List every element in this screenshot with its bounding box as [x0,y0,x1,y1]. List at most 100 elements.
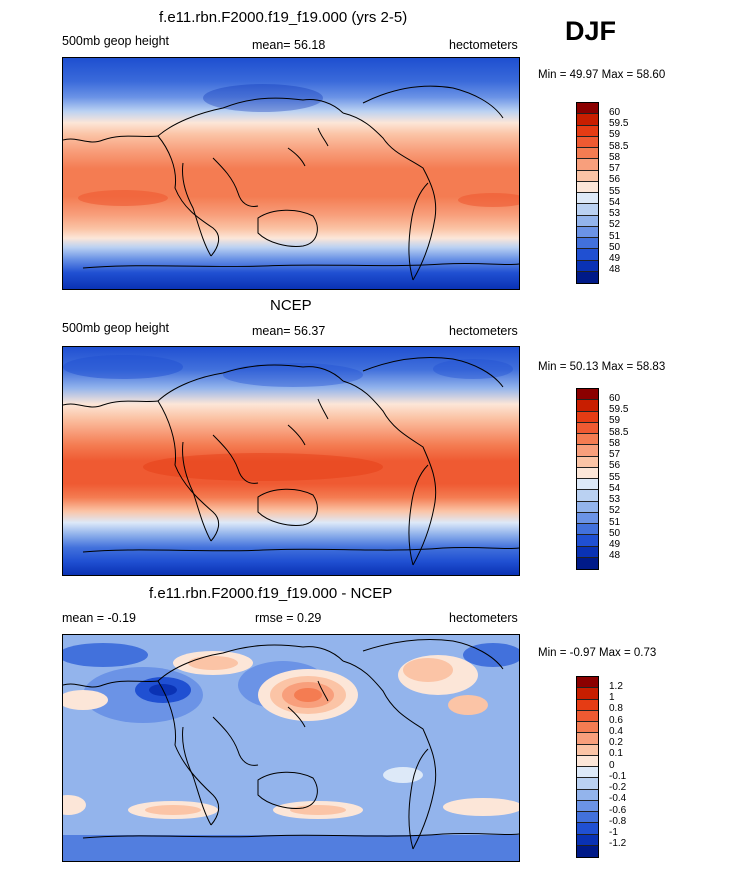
colorbar-box [577,744,598,756]
colorbar-box [577,546,598,558]
colorbar-label: 49 [609,539,621,550]
panel-2-colorbar-labels: 60 59.5 59 58.5 58 57 56 55 54 53 52 51 … [609,388,649,570]
colorbar-label: 58.5 [609,427,629,438]
colorbar-box [577,767,598,779]
colorbar-box [577,834,598,846]
colorbar-box [577,193,598,205]
colorbar-label: 56 [609,460,621,471]
colorbar-label: -0.6 [609,805,627,816]
colorbar-box [577,710,598,722]
colorbar-box [577,456,598,468]
panel-1-minmax: Min = 49.97 Max = 58.60 [538,69,666,81]
panel-3-colorbar-labels: 1.2 1 0.8 0.6 0.4 0.2 0.1 0 -0.1 -0.2 -0… [609,676,649,858]
colorbar-label: -1 [609,827,618,838]
colorbar-label: 50 [609,242,621,253]
colorbar-label: 58 [609,438,621,449]
colorbar-label: 0.6 [609,715,623,726]
colorbar-label: 58.5 [609,141,629,152]
panel-2-variable-label: 500mb geop height [62,321,170,335]
colorbar-box [577,215,598,227]
colorbar-label: 54 [609,483,621,494]
colorbar-label: 59 [609,129,621,140]
colorbar-label: 54 [609,197,621,208]
colorbar-box [577,722,598,734]
panel-3-units: hectometers [449,611,518,625]
colorbar-box [577,181,598,193]
colorbar-label: 1 [609,692,615,703]
colorbar-label: 52 [609,219,621,230]
colorbar-label: 55 [609,186,621,197]
colorbar-label: 52 [609,505,621,516]
colorbar-label: 50 [609,528,621,539]
panel-2-units: hectometers [449,324,518,338]
panel-3-minmax: Min = -0.97 Max = 0.73 [538,647,657,659]
colorbar-box [577,557,598,569]
colorbar-box [577,260,598,272]
colorbar-box [577,823,598,835]
panel-1-variable-label: 500mb geop height [62,34,170,48]
colorbar-label: 0.2 [609,737,623,748]
colorbar-label: 60 [609,107,621,118]
panel-1-mean: mean= 56.18 [252,38,326,52]
colorbar-box [577,400,598,412]
colorbar-box [577,445,598,457]
colorbar-label: 49 [609,253,621,264]
colorbar-box [577,204,598,216]
panel-3-map [62,634,520,862]
colorbar-box [577,778,598,790]
colorbar-label: 0.8 [609,703,623,714]
colorbar-box [577,490,598,502]
colorbar-label: 53 [609,494,621,505]
colorbar-box [577,434,598,446]
panel-3-colorbar [576,676,599,858]
colorbar-label: 59.5 [609,118,629,129]
panel-1-units: hectometers [449,38,518,52]
colorbar-label: -0.8 [609,816,627,827]
colorbar-label: 58 [609,152,621,163]
colorbar-label: 1.2 [609,681,623,692]
colorbar-label: -1.2 [609,838,627,849]
colorbar-box [577,845,598,857]
colorbar-box [577,103,598,115]
colorbar-box [577,789,598,801]
panel-1-colorbar-labels: 60 59.5 59 58.5 58 57 56 55 54 53 52 51 … [609,102,649,284]
colorbar-label: 57 [609,449,621,460]
season-label: DJF [565,16,617,46]
colorbar-box [577,422,598,434]
colorbar-box [577,733,598,745]
colorbar-label: 57 [609,163,621,174]
colorbar-label: 59 [609,415,621,426]
colorbar-box [577,512,598,524]
panel-2-mean: mean= 56.37 [252,324,326,338]
panel-1-title: f.e11.rbn.F2000.f19_f19.000 (yrs 2-5) [159,9,408,26]
panel-3-mean: mean = -0.19 [62,611,137,625]
colorbar-box [577,535,598,547]
colorbar-label: 55 [609,472,621,483]
colorbar-label: 51 [609,231,621,242]
panel-2-minmax: Min = 50.13 Max = 58.83 [538,361,666,373]
colorbar-box [577,812,598,824]
colorbar-label: 56 [609,174,621,185]
colorbar-box [577,688,598,700]
colorbar-box [577,125,598,137]
colorbar-label: 48 [609,550,621,561]
colorbar-label: -0.4 [609,793,627,804]
colorbar-label: 48 [609,264,621,275]
panel-1-colorbar [576,102,599,284]
colorbar-box [577,389,598,401]
panel-2-map [62,346,520,576]
colorbar-box [577,800,598,812]
colorbar-box [577,249,598,261]
colorbar-label: 60 [609,393,621,404]
colorbar-box [577,271,598,283]
panel-2-title: NCEP [270,297,312,314]
panel-3-title: f.e11.rbn.F2000.f19_f19.000 - NCEP [149,585,393,602]
colorbar-label: 51 [609,517,621,528]
colorbar-label: -0.1 [609,771,627,782]
colorbar-box [577,170,598,182]
colorbar-box [577,524,598,536]
panel-1-map [62,57,520,290]
panel-2-colorbar [576,388,599,570]
colorbar-box [577,501,598,513]
colorbar-box [577,755,598,767]
